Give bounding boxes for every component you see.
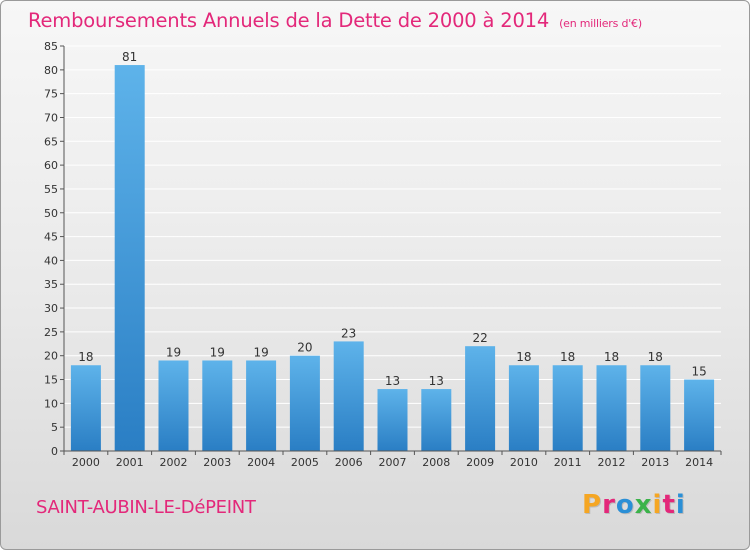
- y-tick-label: 80: [44, 64, 58, 77]
- data-label-2011: 18: [560, 350, 575, 364]
- data-label-2001: 81: [122, 50, 137, 64]
- bar-2010: [508, 365, 539, 451]
- y-tick-label: 50: [44, 207, 58, 220]
- bar-2003: [202, 360, 233, 451]
- y-tick-labels: 0 5 10 15 20 25 30 35 40 45 50 55 60 65 70 75 80 85: [44, 40, 64, 458]
- x-tick-label-2014: 2014: [685, 456, 713, 469]
- data-label-2003: 19: [210, 345, 225, 359]
- x-tick-label-2003: 2003: [203, 456, 231, 469]
- y-tick-label: 55: [44, 183, 58, 196]
- x-tick-label-2000: 2000: [72, 456, 100, 469]
- y-tick-label: 30: [44, 302, 58, 315]
- bar-2001: [114, 65, 145, 451]
- x-tick-label-2009: 2009: [466, 456, 494, 469]
- y-tick-label: 45: [44, 231, 58, 244]
- axes: [63, 46, 721, 452]
- brand-logo-letter: i: [675, 490, 686, 520]
- y-tick-label: 25: [44, 326, 58, 339]
- bar-2000: [70, 365, 101, 451]
- chart-unit: (en milliers d'€): [559, 17, 642, 30]
- y-tick-label: 0: [51, 445, 58, 458]
- x-tick-label-2004: 2004: [247, 456, 275, 469]
- data-label-2014: 15: [691, 365, 706, 379]
- bar-2011: [552, 365, 583, 451]
- bar-2004: [246, 360, 277, 451]
- brand-logo-letter: i: [652, 490, 663, 520]
- bar-2007: [377, 389, 408, 451]
- brand-logo-letter: t: [662, 490, 676, 520]
- data-label-2009: 22: [472, 331, 487, 345]
- data-label-2010: 18: [516, 350, 531, 364]
- brand-logo-letter: r: [602, 490, 616, 520]
- data-label-2008: 13: [429, 374, 444, 388]
- y-tick-label: 40: [44, 254, 58, 267]
- y-tick-label: 10: [44, 397, 58, 410]
- bar-2014: [684, 379, 715, 451]
- x-tick-label-2011: 2011: [554, 456, 582, 469]
- data-label-2000: 18: [78, 350, 93, 364]
- x-tick-label-2012: 2012: [598, 456, 626, 469]
- brand-logo-letter: o: [615, 490, 635, 520]
- bar-2002: [158, 360, 189, 451]
- y-tick-label: 35: [44, 278, 58, 291]
- x-tick-label-2010: 2010: [510, 456, 538, 469]
- chart-title: Remboursements Annuels de la Dette de 20…: [28, 9, 642, 32]
- chart-title-text: Remboursements Annuels de la Dette de 20…: [28, 9, 550, 32]
- brand-logo-letter: P: [582, 490, 603, 520]
- x-tick-label-2002: 2002: [160, 456, 188, 469]
- x-tick-label-2008: 2008: [422, 456, 450, 469]
- bar-2009: [465, 346, 496, 451]
- bar-2005: [289, 355, 320, 451]
- y-tick-label: 15: [44, 374, 58, 387]
- data-label-2004: 19: [253, 345, 268, 359]
- x-tick-label-2005: 2005: [291, 456, 319, 469]
- y-tick-label: 20: [44, 350, 58, 363]
- data-label-2013: 18: [648, 350, 663, 364]
- data-label-2005: 20: [297, 341, 312, 355]
- bar-2012: [596, 365, 627, 451]
- x-tick-labels: 2000 2001 2002 2003 2004 2005 2006 2007 2008 2009…: [63, 451, 722, 469]
- y-tick-label: 75: [44, 88, 58, 101]
- bar-2013: [640, 365, 671, 451]
- x-tick-label-2007: 2007: [379, 456, 407, 469]
- bar-2006: [333, 341, 364, 451]
- bars: [70, 65, 715, 451]
- data-label-2002: 19: [166, 345, 181, 359]
- x-tick-label-2013: 2013: [641, 456, 669, 469]
- x-tick-label-2001: 2001: [116, 456, 144, 469]
- data-label-2012: 18: [604, 350, 619, 364]
- x-tick-label-2006: 2006: [335, 456, 363, 469]
- y-tick-label: 85: [44, 40, 58, 53]
- y-tick-label: 65: [44, 135, 58, 148]
- commune-name: SAINT-AUBIN-LE-DéPEINT: [36, 497, 256, 518]
- y-tick-label: 70: [44, 111, 58, 124]
- bar-2008: [421, 389, 452, 451]
- data-labels: 18 81 19 19 19 20 23 13 13 22 18 18 18 18 15: [78, 50, 706, 388]
- data-label-2007: 13: [385, 374, 400, 388]
- y-tick-label: 5: [51, 421, 58, 434]
- brand-logo: Proxiti: [582, 490, 686, 520]
- y-tick-label: 60: [44, 159, 58, 172]
- brand-logo-letter: x: [634, 490, 653, 520]
- data-label-2006: 23: [341, 326, 356, 340]
